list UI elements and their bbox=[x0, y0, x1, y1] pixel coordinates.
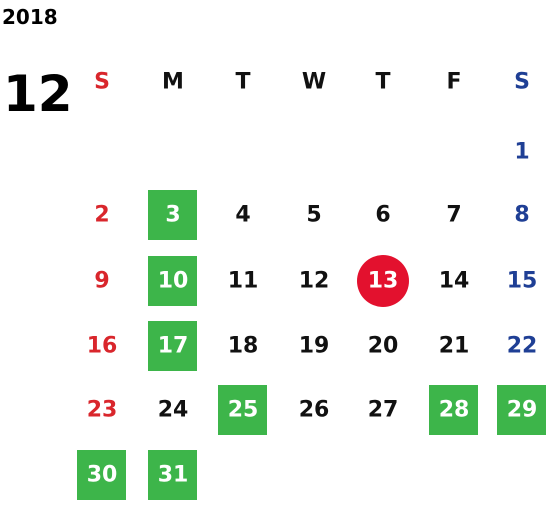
day-number: 2 bbox=[94, 203, 109, 228]
day-number: 23 bbox=[87, 398, 118, 423]
day-number: 27 bbox=[368, 398, 399, 423]
day-number: 5 bbox=[306, 203, 321, 228]
day-number: 8 bbox=[514, 203, 529, 228]
weekday-label: S bbox=[514, 70, 530, 95]
highlight-box bbox=[148, 256, 197, 306]
day-number: 9 bbox=[94, 269, 109, 294]
day-number: 21 bbox=[439, 334, 470, 359]
day-number: 30 bbox=[87, 463, 118, 488]
day-number: 3 bbox=[165, 203, 180, 228]
day-number: 19 bbox=[299, 334, 330, 359]
highlight-box bbox=[218, 385, 267, 435]
weekday-label: T bbox=[375, 70, 390, 95]
day-number: 26 bbox=[299, 398, 330, 423]
year: 2018 bbox=[2, 5, 58, 29]
day-number: 11 bbox=[228, 269, 259, 294]
highlight-box bbox=[429, 385, 478, 435]
day-number: 15 bbox=[507, 269, 538, 294]
weekday-label: M bbox=[162, 70, 184, 95]
weekday-label: W bbox=[302, 70, 326, 95]
day-number: 10 bbox=[158, 269, 189, 294]
day-number: 29 bbox=[507, 398, 538, 423]
day-number: 6 bbox=[375, 203, 390, 228]
highlight-box bbox=[497, 385, 546, 435]
weekday-label: F bbox=[446, 70, 461, 95]
day-number: 28 bbox=[439, 398, 470, 423]
day-number: 4 bbox=[235, 203, 250, 228]
day-number: 12 bbox=[299, 269, 330, 294]
day-number: 16 bbox=[87, 334, 118, 359]
highlight-box bbox=[148, 321, 197, 371]
month: 12 bbox=[3, 65, 73, 123]
day-number: 14 bbox=[439, 269, 470, 294]
day-number: 25 bbox=[228, 398, 259, 423]
today-circle bbox=[357, 255, 409, 307]
day-number: 22 bbox=[507, 334, 538, 359]
weekday-label: T bbox=[235, 70, 250, 95]
highlight-box bbox=[148, 190, 197, 240]
day-number: 13 bbox=[368, 269, 399, 294]
day-number: 20 bbox=[368, 334, 399, 359]
day-number: 7 bbox=[446, 203, 461, 228]
day-number: 24 bbox=[158, 398, 189, 423]
highlight-box bbox=[148, 450, 197, 500]
day-number: 1 bbox=[514, 140, 529, 165]
day-number: 31 bbox=[158, 463, 189, 488]
highlight-box bbox=[77, 450, 126, 500]
weekday-label: S bbox=[94, 70, 110, 95]
day-number: 18 bbox=[228, 334, 259, 359]
day-number: 17 bbox=[158, 334, 189, 359]
